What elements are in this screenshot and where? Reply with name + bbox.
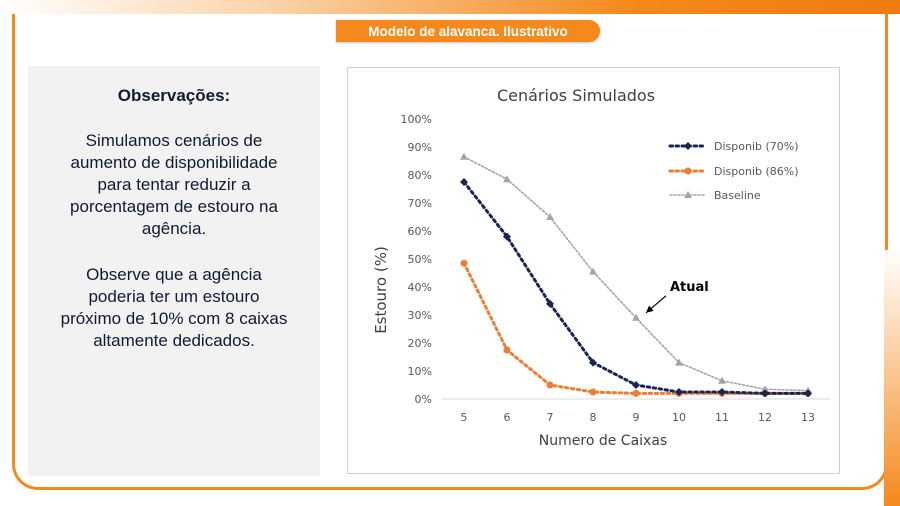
data-point — [589, 267, 597, 275]
data-point — [675, 388, 683, 396]
data-point — [761, 389, 769, 398]
y-tick-label: 90% — [408, 141, 432, 154]
data-point — [632, 381, 640, 389]
data-point — [546, 299, 554, 308]
x-tick-label: 9 — [633, 411, 640, 424]
chart-annotations: Atual — [645, 280, 709, 314]
x-tick-label: 8 — [590, 411, 597, 424]
series-line — [462, 180, 810, 395]
observations-line: Observe que a agência — [86, 265, 262, 284]
data-point — [804, 389, 812, 398]
x-tick-label: 6 — [504, 411, 511, 424]
data-point — [761, 385, 769, 393]
y-tick-label: 70% — [408, 197, 432, 210]
data-point — [632, 313, 640, 321]
observations-panel: Observações: Simulamos cenários de aumen… — [28, 66, 320, 476]
data-point — [589, 388, 597, 396]
data-point — [460, 152, 468, 160]
y-tick-label: 100% — [401, 113, 432, 126]
observations-line: altamente dedicados. — [93, 331, 255, 350]
data-point — [718, 376, 726, 384]
y-tick-label: 10% — [408, 365, 432, 378]
observations-title: Observações: — [117, 86, 231, 105]
right-accent-bar — [884, 250, 900, 506]
observations-line: poderia ter um estouro — [88, 287, 260, 306]
data-point — [546, 381, 554, 389]
data-point — [503, 232, 511, 241]
y-tick-label: 50% — [408, 253, 432, 266]
legend-marker — [684, 142, 692, 150]
observations-line: aumento de disponibilidade — [70, 153, 278, 172]
legend-label: Disponib (86%) — [714, 165, 799, 178]
observations-line: Simulamos cenários de — [85, 131, 263, 150]
y-tick-label: 30% — [408, 309, 432, 322]
y-axis-label: Estouro (%) — [372, 246, 390, 334]
observations-paragraph-2: Observe que a agência poderia ter um est… — [42, 264, 306, 352]
annotation-arrowhead — [646, 305, 654, 313]
slide-header-title: Modelo de alavanca. Ilustrativo — [368, 23, 568, 39]
legend-marker — [684, 191, 692, 198]
chart-axes: 0% 10% 20% 30% 40% 50% 60% 70% 80% 90% 100% 5 6 7 8 9 10… — [401, 113, 830, 424]
annotation-label: Atual — [670, 280, 709, 295]
x-tick-label: 13 — [801, 411, 815, 424]
x-tick-label: 7 — [547, 411, 554, 424]
data-point — [460, 178, 468, 186]
y-tick-label: 80% — [408, 169, 432, 182]
x-axis-label: Numero de Caixas — [539, 433, 667, 449]
observations-line: próximo de 10% com 8 caixas — [60, 309, 288, 328]
data-point — [632, 389, 640, 397]
x-tick-label: 11 — [715, 411, 729, 424]
series-line — [462, 261, 810, 395]
data-point — [675, 358, 683, 366]
legend-label: Baseline — [714, 189, 761, 202]
observations-line: agência. — [141, 219, 207, 238]
data-point — [546, 213, 554, 220]
chart-title: Cenários Simulados — [497, 86, 655, 105]
observations-paragraph-1: Simulamos cenários de aumento de disponi… — [42, 130, 306, 240]
observations-line: porcentagem de estouro na — [70, 197, 278, 216]
x-tick-label: 12 — [758, 411, 772, 424]
legend-label: Disponib (70%) — [714, 140, 799, 153]
data-point — [503, 175, 511, 183]
line-chart: Cenários Simulados Estouro (%) Numero de… — [372, 86, 830, 449]
chart-series — [460, 152, 812, 398]
data-point — [589, 358, 597, 367]
chart-container: Cenários Simulados Estouro (%) Numero de… — [347, 67, 840, 474]
slide-header: Modelo de alavanca. Ilustrativo — [336, 20, 600, 42]
observations-line: para tentar reduzir a — [97, 175, 251, 194]
series-diamond — [460, 178, 812, 398]
y-tick-label: 0% — [415, 393, 432, 406]
top-accent-bar — [0, 0, 900, 14]
x-tick-label: 5 — [461, 411, 468, 424]
data-point — [718, 388, 726, 396]
y-tick-label: 60% — [408, 225, 432, 238]
data-point — [503, 346, 511, 354]
legend-marker — [684, 167, 692, 175]
y-tick-label: 40% — [408, 281, 432, 294]
x-tick-label: 10 — [672, 411, 686, 424]
data-point — [460, 259, 468, 267]
chart-legend: Disponib (70%) Disponib (86%) Baseline — [668, 140, 799, 202]
y-tick-label: 20% — [408, 337, 432, 350]
series-circle — [460, 259, 812, 397]
